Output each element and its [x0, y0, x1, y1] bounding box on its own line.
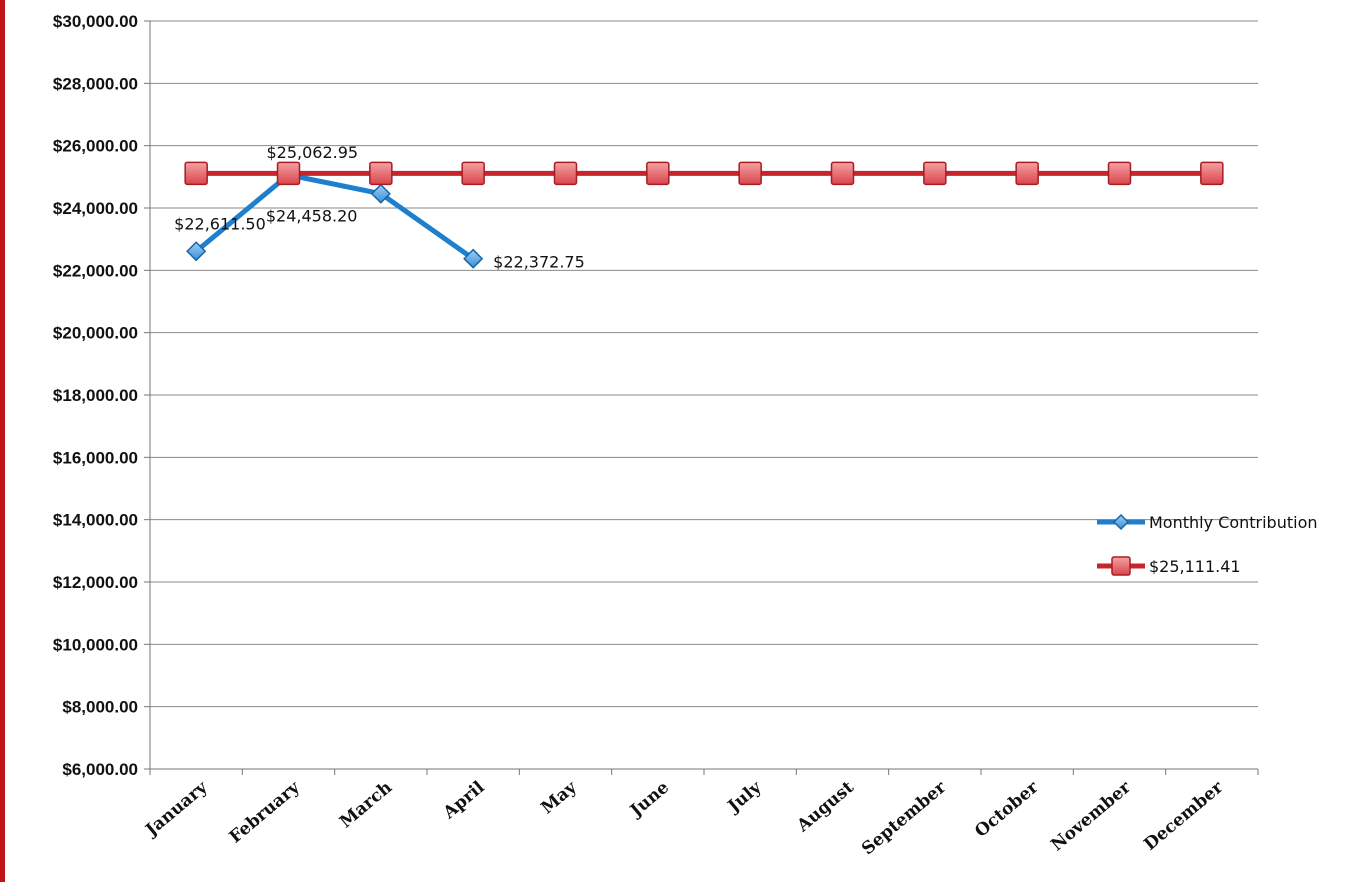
legend: Monthly Contribution $25,111.41 — [1097, 513, 1318, 576]
legend-entry: Monthly Contribution — [1097, 513, 1318, 532]
series — [184, 161, 1224, 269]
x-axis-ticks: January February March April May June July Augu… — [141, 777, 1228, 859]
data-point — [186, 241, 207, 262]
y-tick-label: $28,000.00 — [53, 74, 138, 93]
legend-label: $25,111.41 — [1149, 557, 1241, 576]
x-tick-label: May — [537, 777, 581, 819]
data-point — [830, 161, 855, 186]
legend-label: Monthly Contribution — [1149, 513, 1318, 532]
axes — [144, 20, 1259, 775]
y-tick-label: $18,000.00 — [53, 386, 138, 405]
y-tick-label: $26,000.00 — [53, 137, 138, 156]
x-tick-label: July — [723, 777, 766, 818]
legend-entry: $25,111.41 — [1097, 556, 1241, 576]
series-average — [184, 161, 1224, 186]
y-tick-label: $6,000.00 — [62, 760, 138, 779]
x-tick-label: August — [793, 777, 858, 836]
x-tick-label: February — [226, 777, 305, 848]
data-point — [646, 161, 670, 186]
data-label: $22,372.75 — [493, 253, 585, 272]
data-point — [1200, 161, 1224, 186]
data-point — [1015, 161, 1039, 186]
data-point — [463, 248, 484, 269]
data-labels: $22,611.50 $25,062.95 $24,458.20 $22,372.75 — [174, 143, 585, 272]
series-line — [194, 172, 475, 261]
x-tick-label: June — [625, 777, 673, 822]
grid — [150, 20, 1258, 708]
y-tick-label: $12,000.00 — [53, 573, 138, 592]
data-point — [923, 161, 947, 186]
data-point — [461, 161, 485, 186]
y-tick-label: $10,000.00 — [53, 635, 138, 654]
data-point — [184, 161, 208, 186]
y-tick-label: $24,000.00 — [53, 199, 138, 218]
y-tick-label: $8,000.00 — [62, 698, 138, 717]
legend-marker — [1111, 556, 1131, 576]
x-tick-label: January — [141, 777, 213, 842]
x-tick-label: March — [336, 778, 396, 833]
left-edge-bar — [0, 0, 5, 882]
data-point — [553, 161, 578, 186]
data-point — [1107, 161, 1132, 186]
y-tick-label: $16,000.00 — [53, 448, 138, 467]
data-point — [370, 183, 391, 204]
y-tick-label: $14,000.00 — [53, 511, 138, 530]
data-point — [369, 161, 393, 186]
x-tick-label: December — [1140, 777, 1227, 855]
data-label: $25,062.95 — [267, 143, 359, 162]
y-tick-label: $20,000.00 — [53, 324, 138, 343]
data-label: $24,458.20 — [266, 207, 358, 226]
y-tick-label: $30,000.00 — [53, 12, 138, 31]
data-point — [738, 161, 762, 186]
x-tick-label: April — [439, 777, 489, 823]
y-tick-label: $22,000.00 — [53, 261, 138, 280]
x-tick-label: September — [858, 777, 951, 859]
data-label: $22,611.50 — [174, 214, 266, 233]
x-tick-label: November — [1047, 777, 1135, 855]
legend-marker — [1112, 513, 1130, 531]
data-point — [276, 161, 301, 186]
x-tick-label: October — [971, 777, 1043, 842]
y-axis-ticks: $6,000.00 $8,000.00 $10,000.00 $12,000.00 $1… — [53, 12, 138, 779]
